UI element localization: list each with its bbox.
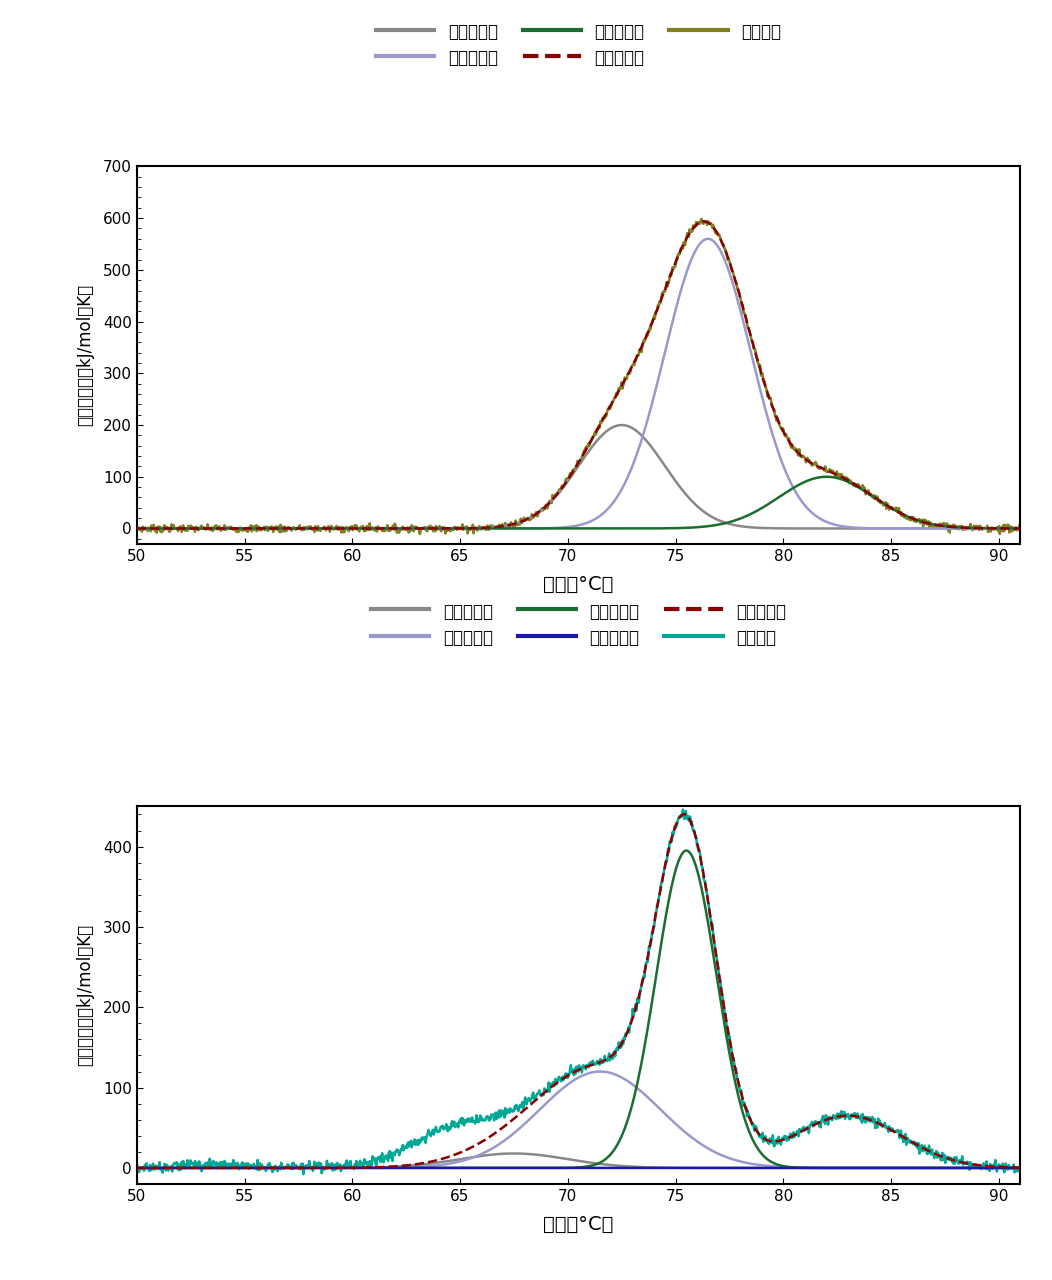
- Y-axis label: 分析データ（kJ/mol・K）: 分析データ（kJ/mol・K）: [77, 924, 95, 1066]
- X-axis label: 温度（°C）: 温度（°C）: [544, 1215, 613, 1234]
- X-axis label: 温度（°C）: 温度（°C）: [544, 575, 613, 594]
- Y-axis label: 分析データ（kJ/mol・K）: 分析データ（kJ/mol・K）: [77, 284, 95, 426]
- Legend: ガウス分布, ガウス分布, ガウス分布, ガウス分布, モデル合計, 生データ: ガウス分布, ガウス分布, ガウス分布, ガウス分布, モデル合計, 生データ: [364, 595, 793, 654]
- Legend: ガウス分布, ガウス分布, ガウス分布, モデル合計, 生データ: ガウス分布, ガウス分布, ガウス分布, モデル合計, 生データ: [369, 17, 788, 74]
